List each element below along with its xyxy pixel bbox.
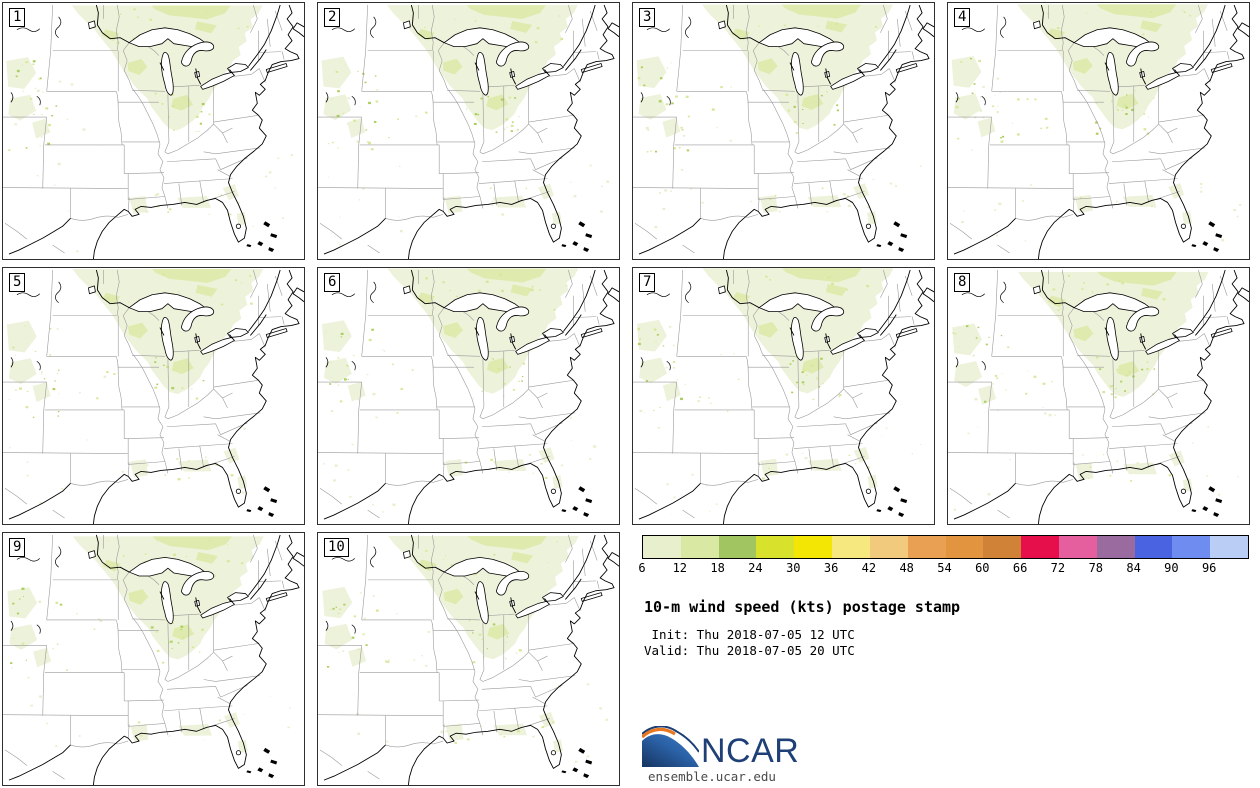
colorbar-segment — [680, 536, 719, 558]
wind-speed-map — [3, 534, 304, 785]
colorbar-tick-label: 30 — [786, 561, 801, 575]
colorbar-ticks: 6 12 18 24 30 36 42 48 54 60 66 72 78 84 90 96 — [638, 561, 1247, 577]
ncar-swoosh-icon — [642, 726, 699, 767]
wind-speed-map — [948, 269, 1249, 524]
colorbar-tick-label: 72 — [1050, 561, 1066, 575]
panel-number-box: 1 — [9, 8, 26, 27]
map-panel: 6 — [317, 267, 620, 525]
colorbar-tick-label: 54 — [937, 561, 952, 575]
panel-number-box: 2 — [324, 8, 341, 27]
colorbar-segment — [983, 536, 1022, 558]
colorbar-tick-label: 18 — [710, 561, 725, 575]
colorbar-tick-label: 66 — [1012, 561, 1028, 575]
colorbar-segment — [1172, 536, 1211, 558]
init-time: Init: Thu 2018-07-05 12 UTC — [644, 627, 855, 642]
panel-number-box: 9 — [9, 538, 26, 557]
colorbar-tick-label: 24 — [748, 561, 763, 575]
panel-number-box: 8 — [954, 273, 971, 292]
colorbar-segment — [756, 536, 795, 558]
colorbar — [642, 535, 1249, 559]
map-panel: 1 — [2, 2, 305, 260]
panel-number: 1 — [13, 9, 22, 25]
map-panel: 7 — [632, 267, 935, 525]
panel-number-box: 5 — [9, 273, 26, 292]
legend-section: 6 12 18 24 30 36 42 48 54 60 66 72 78 84 90 96 10-m win… — [632, 532, 1260, 788]
panel-number-box: 10 — [324, 538, 349, 557]
colorbar-segment — [1096, 536, 1135, 558]
ncar-wordmark: NCAR — [701, 731, 800, 770]
colorbar-tick-label: 60 — [975, 561, 990, 575]
panel-number: 9 — [13, 539, 22, 555]
panel-number-box: 7 — [639, 273, 656, 292]
colorbar-tick-label: 36 — [823, 561, 839, 575]
map-panel: 10 — [317, 532, 620, 786]
map-panel: 4 — [947, 2, 1250, 260]
panel-number-box: 3 — [639, 8, 656, 27]
colorbar-segment — [1021, 536, 1059, 558]
wind-speed-map — [318, 534, 619, 785]
wind-speed-map — [3, 4, 304, 259]
ncar-logo: NCAR — [642, 726, 800, 770]
colorbar-segment — [869, 536, 908, 558]
colorbar-segment — [643, 536, 681, 558]
colorbar-tick-label: 78 — [1088, 561, 1104, 575]
panel-number: 6 — [328, 274, 337, 290]
colorbar-tick-label: 96 — [1201, 561, 1217, 575]
wind-speed-map — [318, 4, 619, 259]
panel-number: 10 — [328, 539, 345, 555]
panel-number-box: 6 — [324, 273, 341, 292]
colorbar-segment — [945, 536, 984, 558]
map-panel: 5 — [2, 267, 305, 525]
map-panel: 9 — [2, 532, 305, 786]
panel-number: 3 — [643, 9, 652, 25]
colorbar-tick-label: 42 — [861, 561, 877, 575]
panel-number-box: 4 — [954, 8, 971, 27]
colorbar-segment — [718, 536, 757, 558]
panel-number: 2 — [328, 9, 337, 25]
colorbar-segment — [1058, 536, 1097, 558]
site-url: ensemble.ucar.edu — [648, 769, 776, 784]
wind-speed-map — [948, 4, 1249, 259]
panel-number: 8 — [958, 274, 967, 290]
map-panel: 8 — [947, 267, 1250, 525]
wind-speed-map — [3, 268, 304, 524]
map-panel: 3 — [632, 2, 935, 260]
wind-speed-map — [633, 4, 934, 259]
colorbar-tick-label: 6 — [638, 561, 646, 575]
colorbar-segment — [907, 536, 946, 558]
colorbar-segment — [794, 536, 833, 558]
colorbar-tick-label: 12 — [672, 561, 688, 575]
map-panel: 2 — [317, 2, 620, 260]
colorbar-tick-label: 48 — [899, 561, 914, 575]
colorbar-segment — [832, 536, 870, 558]
panel-number: 5 — [13, 274, 22, 290]
wind-speed-map — [633, 268, 934, 524]
chart-title: 10-m wind speed (kts) postage stamp — [644, 598, 961, 616]
colorbar-tick-label: 90 — [1164, 561, 1179, 575]
colorbar-segment — [1134, 536, 1173, 558]
colorbar-segment — [1210, 536, 1248, 558]
panel-number: 7 — [643, 274, 652, 290]
valid-time: Valid: Thu 2018-07-05 20 UTC — [644, 643, 855, 658]
wind-speed-map — [318, 268, 619, 524]
colorbar-tick-label: 84 — [1126, 561, 1141, 575]
panel-number: 4 — [958, 9, 967, 25]
